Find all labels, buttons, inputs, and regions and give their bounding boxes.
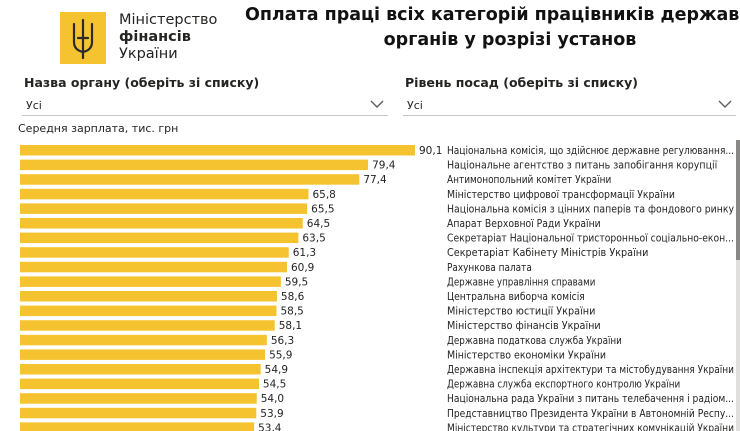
category-label-19: Міністерство культури та стратегічних ко… bbox=[447, 422, 734, 431]
ministry-line-1: Міністерство bbox=[119, 12, 218, 28]
value-label-10: 58,6 bbox=[281, 291, 305, 303]
ministry-name: Міністерство фінансів України bbox=[119, 12, 217, 63]
bar-10[interactable] bbox=[20, 291, 277, 302]
value-label-5: 64,5 bbox=[307, 218, 330, 230]
level-filter-dropdown[interactable]: Усі bbox=[403, 95, 736, 116]
bar-6[interactable] bbox=[20, 232, 299, 244]
value-label-4: 65,5 bbox=[311, 203, 334, 215]
bar-1[interactable] bbox=[20, 159, 369, 171]
bar-13[interactable] bbox=[20, 334, 267, 346]
scrollbar-thumb[interactable] bbox=[736, 140, 740, 260]
category-label-8: Рахункова палата bbox=[447, 262, 532, 274]
chevron-down-icon bbox=[718, 98, 732, 113]
value-label-15: 54,9 bbox=[265, 364, 288, 376]
value-label-17: 54,0 bbox=[261, 393, 284, 405]
bar-14[interactable] bbox=[20, 349, 266, 360]
category-label-16: Державна служба експортного контролю Укр… bbox=[447, 379, 680, 391]
category-label-1: Національне агентство з питань запобіган… bbox=[447, 160, 717, 172]
bar-18[interactable] bbox=[20, 407, 257, 419]
bar-8[interactable] bbox=[20, 261, 287, 273]
bar-7[interactable] bbox=[20, 247, 289, 258]
value-label-16: 54,5 bbox=[263, 379, 286, 391]
title-line-1: Оплата праці всіх категорій працівників … bbox=[244, 5, 740, 25]
value-label-0: 90,1 bbox=[419, 145, 442, 157]
bar-5[interactable] bbox=[20, 218, 303, 229]
chart-title: Середня зарплата, тис. грн bbox=[18, 122, 179, 135]
value-label-13: 56,3 bbox=[271, 335, 294, 347]
value-label-11: 58,5 bbox=[280, 306, 303, 318]
level-filter-value: Усі bbox=[407, 99, 423, 112]
salary-bar-chart: 90,1 Національна комісія, що здійснює дер… bbox=[20, 145, 734, 431]
value-label-14: 55,9 bbox=[269, 349, 292, 361]
category-label-5: Апарат Верховної Ради України bbox=[447, 218, 601, 230]
category-label-13: Державна податкова служба України bbox=[447, 335, 622, 347]
value-label-19: 53,4 bbox=[258, 422, 282, 431]
bar-9[interactable] bbox=[20, 276, 281, 287]
body-filter-dropdown[interactable]: Усі bbox=[22, 95, 388, 116]
category-label-15: Державна інспекція архітектури та містоб… bbox=[447, 364, 734, 376]
category-label-2: Антимонопольний комітет України bbox=[447, 174, 611, 186]
body-filter-value: Усі bbox=[26, 99, 42, 112]
level-filter-label: Рівень посад (оберіть зі списку) bbox=[405, 75, 638, 90]
page-title: Оплата праці всіх категорій працівників … bbox=[210, 3, 740, 53]
category-label-12: Міністерство фінансів України bbox=[447, 320, 601, 332]
bar-3[interactable] bbox=[20, 188, 309, 200]
bar-11[interactable] bbox=[20, 305, 277, 317]
ministry-line-3: України bbox=[119, 46, 178, 62]
bar-17[interactable] bbox=[20, 393, 257, 404]
chart-scrollbar[interactable] bbox=[736, 140, 740, 431]
bar-0[interactable] bbox=[20, 145, 415, 156]
chevron-down-icon bbox=[370, 98, 384, 113]
value-label-1: 79,4 bbox=[372, 160, 396, 172]
category-label-17: Національна рада України з питань телеба… bbox=[447, 393, 734, 405]
bar-19[interactable] bbox=[20, 422, 255, 431]
bar-2[interactable] bbox=[20, 174, 360, 185]
bar-16[interactable] bbox=[20, 378, 259, 390]
category-label-10: Центральна виборча комісія bbox=[447, 291, 585, 303]
value-label-12: 58,1 bbox=[279, 320, 302, 332]
value-label-8: 60,9 bbox=[291, 262, 314, 274]
value-label-18: 53,9 bbox=[260, 408, 283, 420]
trident-logo bbox=[60, 12, 106, 64]
body-filter-label: Назва органу (оберіть зі списку) bbox=[24, 75, 260, 90]
bar-4[interactable] bbox=[20, 203, 308, 214]
category-label-6: Секретаріат Національної тристоронньої с… bbox=[447, 233, 734, 245]
category-label-7: Секретаріат Кабінету Міністрів України bbox=[447, 247, 648, 259]
category-label-18: Представництво Президента України в Авто… bbox=[447, 408, 734, 420]
bar-15[interactable] bbox=[20, 364, 261, 375]
category-label-0: Національна комісія, що здійснює державн… bbox=[447, 145, 734, 157]
value-label-6: 63,5 bbox=[302, 233, 325, 245]
category-label-3: Міністерство цифрової трансформації Укра… bbox=[447, 189, 675, 201]
category-label-4: Національна комісія з цінних паперів та … bbox=[447, 203, 734, 215]
value-label-3: 65,8 bbox=[312, 189, 335, 201]
value-label-9: 59,5 bbox=[285, 276, 308, 288]
ministry-line-2: фінансів bbox=[119, 29, 191, 45]
bar-12[interactable] bbox=[20, 320, 275, 331]
title-line-2: органів у розрізі установ bbox=[383, 30, 637, 50]
value-label-7: 61,3 bbox=[293, 247, 316, 259]
category-label-14: Міністерство економіки України bbox=[447, 349, 606, 361]
category-label-11: Міністерство юстиції України bbox=[447, 306, 595, 318]
value-label-2: 77,4 bbox=[363, 174, 387, 186]
category-label-9: Державне управління справами bbox=[447, 276, 595, 288]
